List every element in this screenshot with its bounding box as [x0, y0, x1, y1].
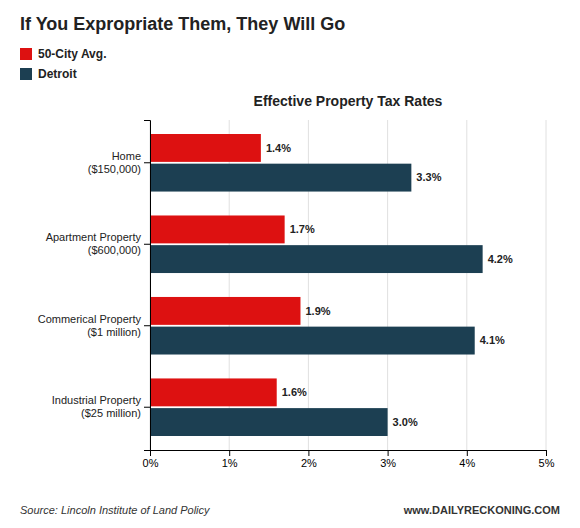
data-label: 1.7% — [290, 223, 315, 235]
category-label-line: ($25 million) — [81, 407, 141, 419]
grid — [150, 120, 546, 450]
x-tick-label: 4% — [459, 457, 475, 469]
category-label-line: Commerical Property — [38, 313, 142, 325]
category-label-line: ($600,000) — [88, 244, 141, 256]
legend: 50-City Avg. Detroit — [20, 47, 106, 81]
x-tick: 4% — [459, 450, 475, 469]
x-tick-mark — [467, 450, 468, 456]
bars — [150, 134, 483, 436]
x-tick: 2% — [301, 450, 317, 469]
x-tick-label: 0% — [143, 457, 159, 469]
x-axis-line — [151, 451, 547, 457]
y-tick: Apartment Property($600,000) — [46, 231, 150, 256]
x-tick: 5% — [539, 450, 555, 469]
data-label: 1.9% — [305, 305, 330, 317]
category-label-line: ($1 million) — [87, 326, 141, 338]
bar — [150, 134, 261, 162]
data-labels: 1.4% 1.7% 1.9% 1.6% 3.3% 4.2% 4.1% 3.0% — [266, 142, 513, 428]
bar — [150, 408, 388, 436]
y-axis: Home($150,000) Apartment Property($600,00… — [38, 121, 151, 451]
legend-label: 50-City Avg. — [38, 47, 106, 61]
chart-container: If You Expropriate Them, They Will Go 50-… — [0, 0, 580, 528]
plot-area: 1.4% 1.7% 1.9% 1.6% 3.3% 4.2% 4.1% 3.0% 0% 1% 2% 3%… — [38, 120, 555, 469]
y-tick-mark — [144, 244, 150, 245]
chart-title: If You Expropriate Them, They Will Go — [20, 14, 345, 34]
grid-line — [546, 120, 547, 450]
x-tick-mark — [229, 450, 230, 456]
x-tick: 1% — [222, 450, 238, 469]
x-tick-mark — [546, 450, 547, 456]
annotation: www.DAILYRECKONING.COM — [403, 504, 560, 516]
data-label: 3.3% — [416, 171, 441, 183]
data-label: 1.4% — [266, 142, 291, 154]
y-axis-line — [144, 121, 151, 451]
legend-swatch — [20, 68, 32, 80]
x-tick: 3% — [380, 450, 396, 469]
chart-svg: If You Expropriate Them, They Will Go 50-… — [0, 0, 580, 528]
grid-line — [466, 120, 467, 450]
y-tick: Home($150,000) — [88, 150, 150, 175]
y-tick-mark — [144, 325, 150, 326]
category-label: Commerical Property($1 million) — [38, 313, 142, 338]
x-axis: 0% 1% 2% 3% 4% 5% — [143, 450, 555, 469]
y-tick-mark — [144, 162, 150, 163]
legend-entry: 50-City Avg. — [20, 47, 106, 61]
y-tick: Industrial Property($25 million) — [52, 394, 150, 419]
bar — [150, 245, 483, 273]
category-label: Apartment Property($600,000) — [46, 231, 142, 256]
bar — [150, 215, 285, 243]
x-tick-label: 1% — [222, 457, 238, 469]
data-label: 4.1% — [480, 334, 505, 346]
x-tick-mark — [308, 450, 309, 456]
legend-swatch — [20, 48, 32, 60]
category-label-line: Apartment Property — [46, 231, 142, 243]
legend-label: Detroit — [38, 67, 77, 81]
x-tick: 0% — [143, 450, 159, 469]
bar — [150, 378, 277, 406]
x-tick-label: 2% — [301, 457, 317, 469]
category-label: Industrial Property($25 million) — [52, 394, 142, 419]
category-label-line: ($150,000) — [88, 163, 141, 175]
data-label: 4.2% — [488, 253, 513, 265]
x-tick-label: 5% — [539, 457, 555, 469]
bar — [150, 164, 411, 192]
data-label: 3.0% — [393, 416, 418, 428]
x-tick-mark — [388, 450, 389, 456]
annotation: Source: Lincoln Institute of Land Policy — [20, 504, 211, 516]
legend-entry: Detroit — [20, 67, 77, 81]
data-label: 1.6% — [282, 386, 307, 398]
chart-subtitle: Effective Property Tax Rates — [254, 93, 443, 109]
y-tick: Commerical Property($1 million) — [38, 313, 150, 338]
x-tick-label: 3% — [380, 457, 396, 469]
category-label: Home($150,000) — [88, 150, 141, 175]
bar — [150, 297, 300, 325]
bar — [150, 327, 475, 355]
category-label-line: Industrial Property — [52, 394, 142, 406]
y-tick-mark — [144, 407, 150, 408]
category-label-line: Home — [112, 150, 141, 162]
